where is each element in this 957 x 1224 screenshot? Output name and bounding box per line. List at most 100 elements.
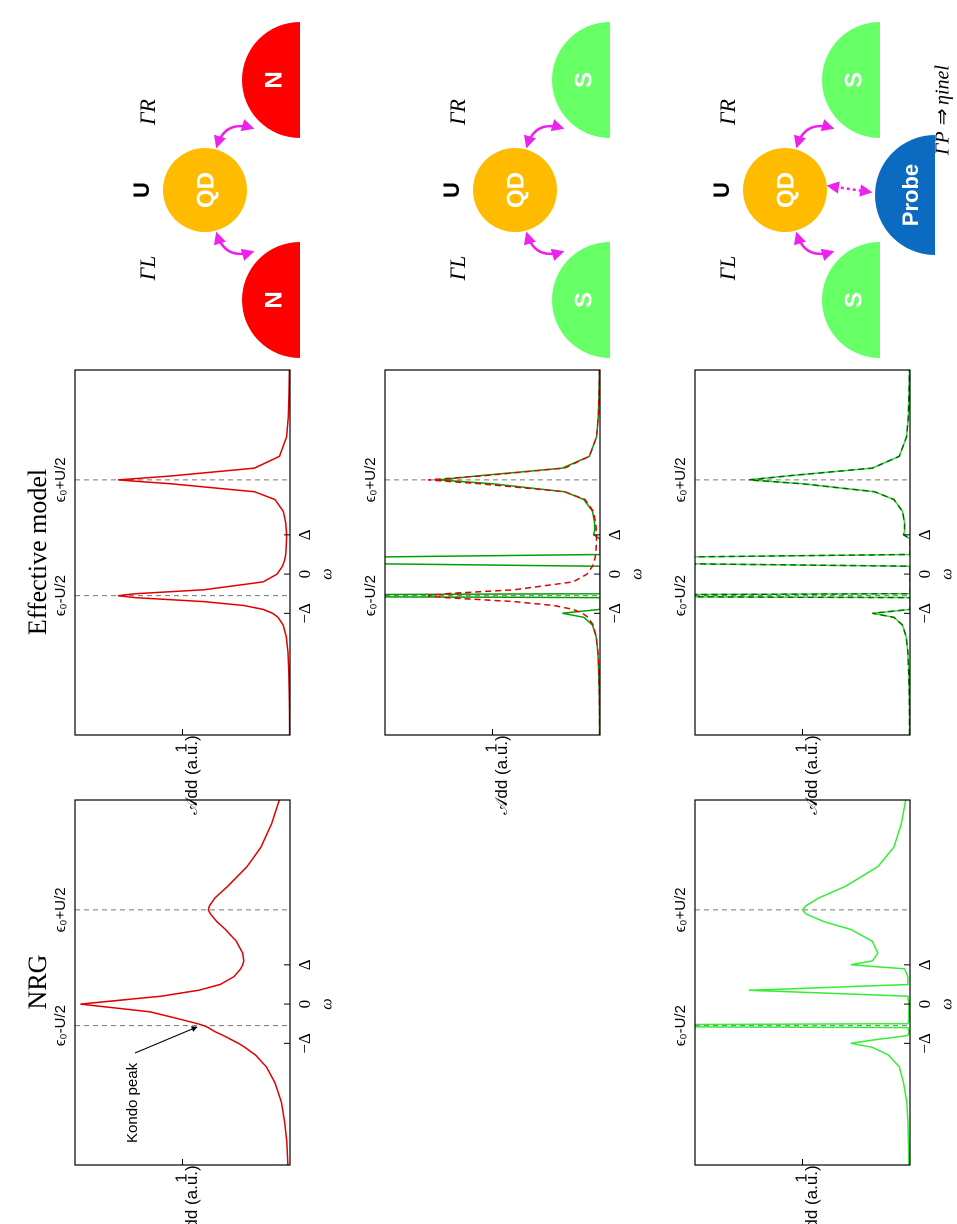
x-tick-label: Δ bbox=[915, 529, 934, 540]
lead-label: N bbox=[260, 71, 287, 88]
lead-label: S bbox=[840, 292, 867, 308]
y-axis-label: 𝒜dd (a.u.) bbox=[182, 1165, 201, 1224]
line-series bbox=[385, 370, 600, 735]
coupling-arrow bbox=[793, 119, 835, 149]
x-tick-label: −Δ bbox=[915, 1033, 934, 1054]
reference-label: ϵ₀+U/2 bbox=[52, 887, 69, 932]
reference-label: ϵ₀-U/2 bbox=[672, 575, 689, 616]
line-series bbox=[427, 370, 600, 735]
lead-label: N bbox=[260, 291, 287, 308]
coupling-label: ΓL bbox=[445, 256, 470, 282]
dot-label: QD bbox=[192, 172, 219, 208]
frame bbox=[74, 799, 291, 1166]
x-tick-label: 0 bbox=[295, 570, 314, 579]
x-tick-label: −Δ bbox=[295, 1033, 314, 1054]
probe-arrow bbox=[826, 181, 873, 197]
plot-area bbox=[117, 370, 290, 735]
column-title: NRG bbox=[23, 955, 52, 1010]
frame bbox=[384, 369, 601, 736]
probe-label: Probe bbox=[898, 164, 923, 226]
probe bbox=[875, 135, 935, 255]
interaction-label: U bbox=[709, 182, 734, 198]
reference-label: ϵ₀+U/2 bbox=[672, 887, 689, 932]
coupling-label: ΓR bbox=[715, 98, 740, 126]
quantum-dot bbox=[473, 148, 557, 232]
lead bbox=[552, 242, 610, 358]
quantum-dot bbox=[743, 148, 827, 232]
x-tick-label: 0 bbox=[295, 1000, 314, 1009]
reference-label: ϵ₀-U/2 bbox=[362, 575, 379, 616]
coupling-arrow bbox=[793, 231, 835, 261]
annotation-arrow bbox=[134, 1026, 198, 1054]
annotation: Kondo peak bbox=[124, 1062, 141, 1143]
coupling-label: ΓR bbox=[135, 98, 160, 126]
y-axis-label: 𝒜dd (a.u.) bbox=[492, 735, 511, 814]
line-series bbox=[695, 370, 910, 735]
probe-coupling-label: ΓP ⇒ ηinel bbox=[932, 65, 954, 156]
line-series bbox=[695, 370, 910, 735]
lead-label: S bbox=[570, 72, 597, 88]
reference-label: ϵ₀+U/2 bbox=[362, 457, 379, 502]
interaction-label: U bbox=[129, 182, 154, 198]
interaction-label: U bbox=[439, 182, 464, 198]
x-axis-label: ω bbox=[319, 998, 336, 1009]
frame bbox=[74, 369, 291, 736]
y-axis-label: 𝒜dd (a.u.) bbox=[802, 1165, 821, 1224]
coupling-arrow bbox=[213, 119, 255, 149]
frame bbox=[694, 799, 911, 1166]
lead bbox=[552, 22, 610, 138]
y-tick-label: 1 bbox=[794, 743, 811, 752]
lead bbox=[822, 22, 880, 138]
x-tick-label: Δ bbox=[605, 529, 624, 540]
x-axis-label: ω bbox=[319, 568, 336, 579]
x-tick-label: 0 bbox=[605, 570, 624, 579]
x-tick-label: Δ bbox=[295, 959, 314, 970]
y-tick-label: 1 bbox=[484, 743, 501, 752]
reference-label: ϵ₀-U/2 bbox=[672, 1005, 689, 1046]
x-tick-label: Δ bbox=[915, 959, 934, 970]
y-tick-label: 1 bbox=[174, 743, 191, 752]
x-tick-label: 0 bbox=[915, 570, 934, 579]
coupling-arrow bbox=[213, 231, 255, 261]
coupling-label: ΓL bbox=[135, 256, 160, 282]
plot-area bbox=[695, 800, 910, 1165]
quantum-dot bbox=[163, 148, 247, 232]
reference-label: ϵ₀-U/2 bbox=[52, 1005, 69, 1046]
coupling-label: ΓR bbox=[445, 98, 470, 126]
reference-label: ϵ₀+U/2 bbox=[672, 457, 689, 502]
x-tick-label: −Δ bbox=[605, 603, 624, 624]
x-tick-label: 0 bbox=[915, 1000, 934, 1009]
y-tick-label: 1 bbox=[794, 1173, 811, 1182]
coupling-arrow bbox=[523, 231, 565, 261]
reference-label: ϵ₀-U/2 bbox=[52, 575, 69, 616]
y-axis-label: 𝒜dd (a.u.) bbox=[802, 735, 821, 814]
y-axis-label: 𝒜dd (a.u.) bbox=[182, 735, 201, 814]
lead-label: S bbox=[570, 292, 597, 308]
plot-area bbox=[385, 370, 600, 735]
plot-area bbox=[695, 370, 910, 735]
lead bbox=[822, 242, 880, 358]
line-series bbox=[695, 800, 910, 1165]
lead-label: S bbox=[840, 72, 867, 88]
x-tick-label: −Δ bbox=[915, 603, 934, 624]
x-tick-label: −Δ bbox=[295, 603, 314, 624]
column-title: Effective model bbox=[23, 469, 52, 635]
dot-label: QD bbox=[502, 172, 529, 208]
coupling-label: ΓL bbox=[715, 256, 740, 282]
x-axis-label: ω bbox=[939, 998, 956, 1009]
reference-label: ϵ₀+U/2 bbox=[52, 457, 69, 502]
x-axis-label: ω bbox=[629, 568, 646, 579]
y-tick-label: 1 bbox=[174, 1173, 191, 1182]
coupling-arrow bbox=[523, 119, 565, 149]
plot-area bbox=[80, 800, 289, 1165]
x-tick-label: Δ bbox=[295, 529, 314, 540]
lead bbox=[242, 22, 300, 138]
line-series bbox=[80, 800, 289, 1165]
frame bbox=[694, 369, 911, 736]
x-axis-label: ω bbox=[939, 568, 956, 579]
dot-label: QD bbox=[772, 172, 799, 208]
line-series bbox=[117, 370, 290, 735]
lead bbox=[242, 242, 300, 358]
